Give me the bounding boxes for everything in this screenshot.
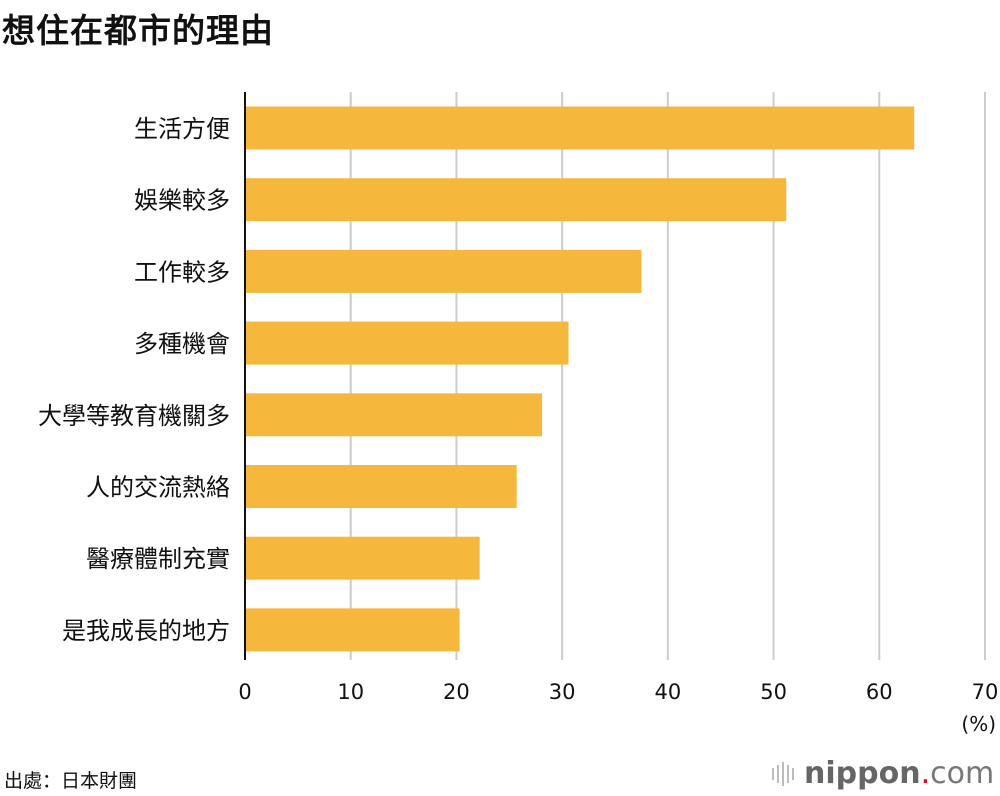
logo-text: nippon (804, 756, 921, 791)
category-label: 生活方便 (134, 115, 230, 143)
x-tick-label: 60 (866, 680, 893, 704)
category-label: 大學等教育機關多 (38, 402, 230, 430)
category-label: 醫療體制充實 (86, 545, 230, 573)
x-tick-label: 30 (549, 680, 576, 704)
logo-suffix: com (930, 756, 995, 791)
bar (245, 249, 642, 293)
x-tick-label: 50 (760, 680, 787, 704)
nippon-logo: nippon. com (772, 756, 994, 791)
x-tick-label: 0 (238, 680, 251, 704)
category-label: 娛樂較多 (134, 187, 230, 215)
x-tick-label: 40 (654, 680, 681, 704)
bar (245, 536, 480, 580)
source-note: 出處：日本財團 (4, 770, 138, 792)
bar (245, 393, 543, 437)
bar (245, 178, 787, 222)
logo-dot: . (920, 756, 931, 791)
x-tick-label: 10 (337, 680, 364, 704)
x-tick-label: 70 (972, 680, 999, 704)
bar (245, 608, 460, 652)
bar (245, 106, 915, 150)
category-label: 是我成長的地方 (62, 617, 230, 645)
x-tick-label: 20 (443, 680, 470, 704)
category-label: 工作較多 (134, 258, 230, 286)
category-label: 多種機會 (134, 330, 230, 358)
bar (245, 465, 517, 508)
bar (245, 321, 569, 365)
category-label: 人的交流熱絡 (86, 474, 230, 502)
x-axis-unit-label: (%) (961, 712, 996, 736)
chart-title: 想住在都市的理由 (2, 11, 274, 50)
logo-mark-icon (772, 761, 794, 786)
